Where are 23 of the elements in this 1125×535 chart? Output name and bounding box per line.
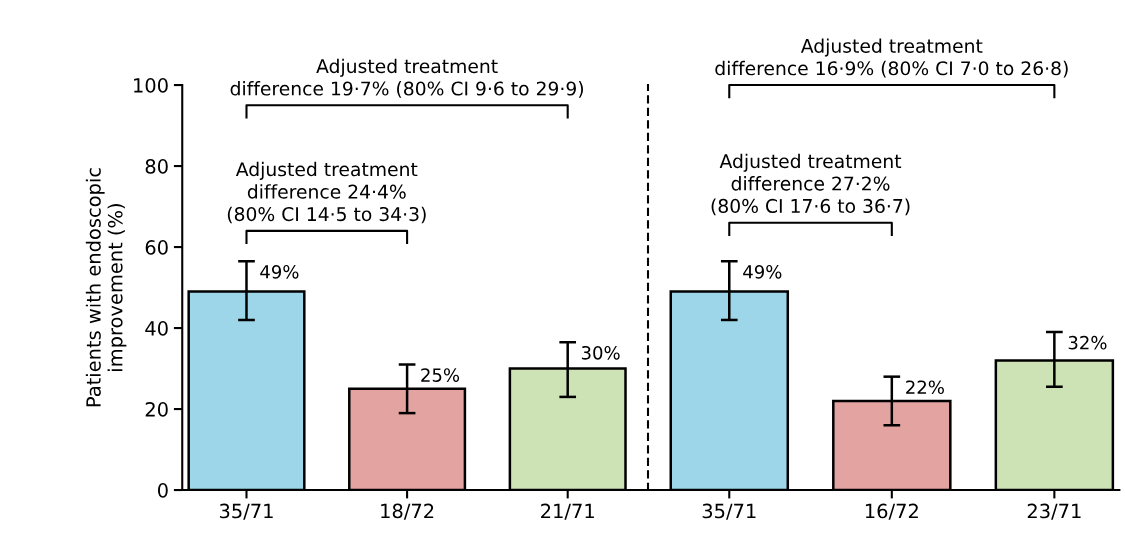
annotation: Adjusted treatment difference 24·4% (80% CI 14·5 to 34·3): [227, 161, 426, 224]
data-label: 49%: [260, 264, 299, 279]
y-tick-label: 40: [145, 321, 168, 336]
x-tick-label: 35/71: [219, 503, 273, 520]
annotation: Adjusted treatment difference 27·2% (80% CI 17·6 to 36·7): [711, 153, 910, 216]
data-label: 30%: [581, 345, 620, 360]
data-label: 32%: [1068, 335, 1107, 350]
data-label: 22%: [906, 380, 944, 395]
x-tick-label: 16/72: [865, 503, 918, 520]
y-tick-label: 0: [157, 483, 168, 498]
x-tick-label: 21/71: [541, 503, 594, 520]
data-label: 25%: [421, 368, 460, 382]
x-tick-label: 18/72: [381, 503, 434, 520]
y-tick-label: 80: [145, 159, 168, 174]
y-tick-label: 20: [145, 402, 168, 417]
annotation: Adjusted treatment difference 19·7% (80% CI 9·6 to 29·9): [230, 58, 583, 98]
y-axis-title: Patients with endoscopic improvement (%): [85, 168, 127, 407]
x-tick-label: 35/71: [702, 503, 756, 520]
text: Adjusted treatment difference 16·9% (80% CI 7·0 to 26·8): [715, 38, 1068, 78]
y-tick-label: 100: [134, 78, 168, 93]
data-label: 49%: [743, 264, 782, 279]
x-tick-label: 23/71: [1027, 503, 1081, 520]
y-tick-label: 60: [145, 240, 168, 255]
